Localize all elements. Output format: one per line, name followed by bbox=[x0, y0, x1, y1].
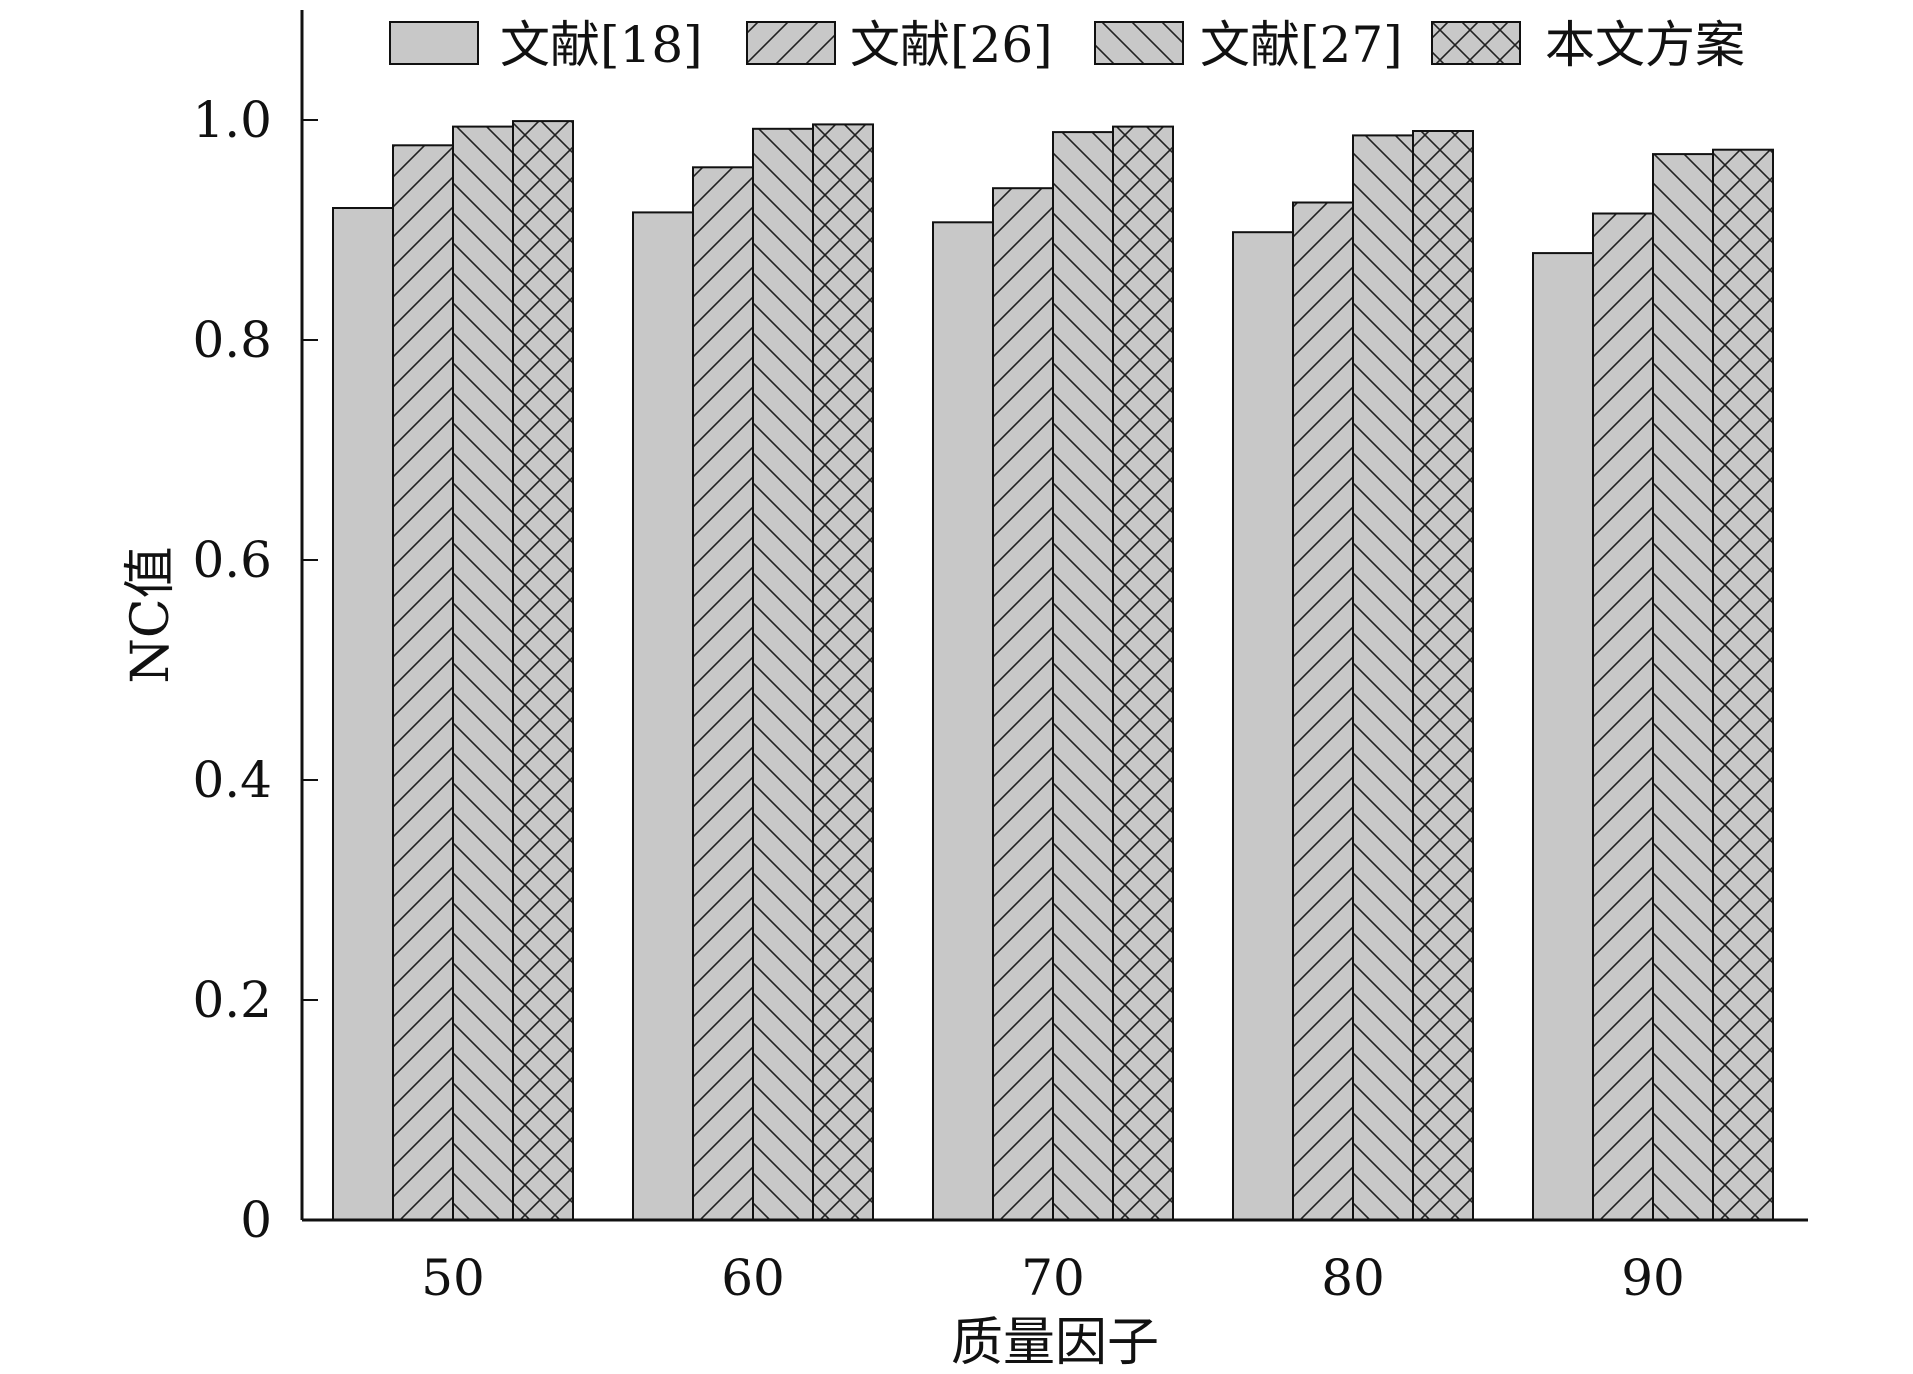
x-axis-title: 质量因子 bbox=[951, 1313, 1159, 1370]
bar-80-series-4 bbox=[1412, 130, 1474, 1221]
y-tick-label: 0.4 bbox=[192, 751, 272, 809]
legend-item-2: 文献[26] bbox=[746, 16, 1053, 74]
legend-label: 文献[27] bbox=[1200, 16, 1403, 74]
bar-60-series-4 bbox=[812, 123, 874, 1221]
bar-90-series-2 bbox=[1592, 212, 1654, 1221]
legend-swatch bbox=[746, 21, 836, 65]
x-tick-label: 90 bbox=[1621, 1249, 1685, 1307]
legend-swatch bbox=[1094, 21, 1184, 65]
x-tick-label: 80 bbox=[1321, 1249, 1385, 1307]
y-tick-label: 0.2 bbox=[192, 971, 272, 1029]
bar-70-series-2 bbox=[992, 187, 1054, 1222]
x-tick-label: 70 bbox=[1021, 1249, 1085, 1307]
y-tick-label: 0 bbox=[240, 1191, 272, 1249]
bar-70-series-3 bbox=[1052, 131, 1114, 1222]
bar-50-series-4 bbox=[512, 120, 574, 1222]
legend-item-4: 本文方案 bbox=[1431, 16, 1745, 74]
bar-70-series-4 bbox=[1112, 125, 1174, 1222]
bar-50-series-1 bbox=[332, 207, 394, 1221]
bar-60-series-2 bbox=[692, 166, 754, 1221]
legend-label: 文献[26] bbox=[850, 16, 1053, 74]
bar-90-series-3 bbox=[1652, 153, 1714, 1222]
bar-80-series-1 bbox=[1232, 231, 1294, 1221]
bar-90-series-4 bbox=[1712, 148, 1774, 1222]
legend-item-1: 文献[18] bbox=[389, 16, 703, 74]
bar-50-series-2 bbox=[392, 144, 454, 1221]
bar-80-series-3 bbox=[1352, 134, 1414, 1221]
legend-label: 本文方案 bbox=[1545, 16, 1745, 74]
bar-60-series-1 bbox=[632, 211, 694, 1221]
y-tick-label: 1.0 bbox=[192, 91, 272, 149]
legend-swatch bbox=[389, 21, 479, 65]
axes-layer bbox=[300, 10, 1808, 1222]
bar-60-series-3 bbox=[752, 127, 814, 1221]
bar-50-series-3 bbox=[452, 125, 514, 1222]
bar-70-series-1 bbox=[932, 221, 994, 1222]
y-tick-label: 0.8 bbox=[192, 311, 272, 369]
y-tick-label: 0.6 bbox=[192, 531, 272, 589]
bar-90-series-1 bbox=[1532, 252, 1594, 1222]
x-tick-label: 50 bbox=[421, 1249, 485, 1307]
labels-layer: 50 60 70 80 90 0 0.2 0.4 0.6 0.8 1.0 质量因子 NC值 bbox=[121, 91, 1685, 1373]
y-axis-title: NC值 bbox=[121, 546, 181, 683]
legend-label: 文献[18] bbox=[500, 16, 703, 74]
bar-80-series-2 bbox=[1292, 201, 1354, 1221]
legend-swatch bbox=[1431, 21, 1521, 65]
legend: 文献[18] 文献[26] 文献[27] 本文方案 bbox=[389, 16, 1745, 74]
x-tick-label: 60 bbox=[721, 1249, 785, 1307]
legend-item-3: 文献[27] bbox=[1094, 16, 1403, 74]
bars-layer bbox=[332, 120, 1774, 1222]
